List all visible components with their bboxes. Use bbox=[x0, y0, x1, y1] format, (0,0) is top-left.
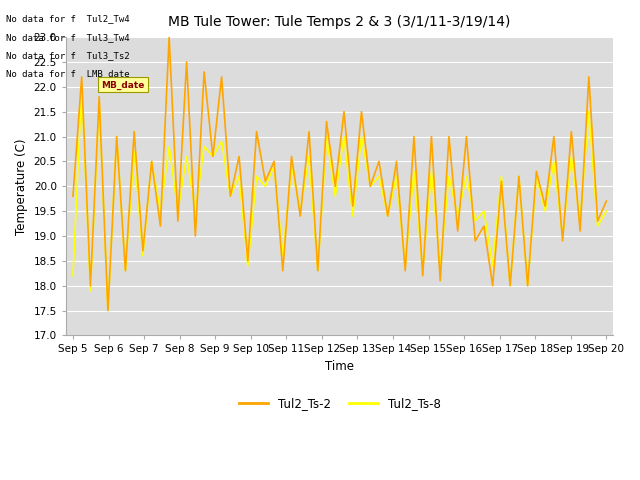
X-axis label: Time: Time bbox=[325, 360, 354, 373]
Text: No data for f  Tul2_Tw4: No data for f Tul2_Tw4 bbox=[6, 14, 130, 24]
Text: MB_date: MB_date bbox=[101, 81, 145, 90]
Text: No data for f  Tul3_Ts2: No data for f Tul3_Ts2 bbox=[6, 51, 130, 60]
Legend: Tul2_Ts-2, Tul2_Ts-8: Tul2_Ts-2, Tul2_Ts-8 bbox=[234, 392, 445, 415]
Title: MB Tule Tower: Tule Temps 2 & 3 (3/1/11-3/19/14): MB Tule Tower: Tule Temps 2 & 3 (3/1/11-… bbox=[168, 15, 511, 29]
Text: No data for f  LMB_date: No data for f LMB_date bbox=[6, 69, 130, 78]
Y-axis label: Temperature (C): Temperature (C) bbox=[15, 138, 28, 235]
Text: No data for f  Tul3_Tw4: No data for f Tul3_Tw4 bbox=[6, 33, 130, 42]
